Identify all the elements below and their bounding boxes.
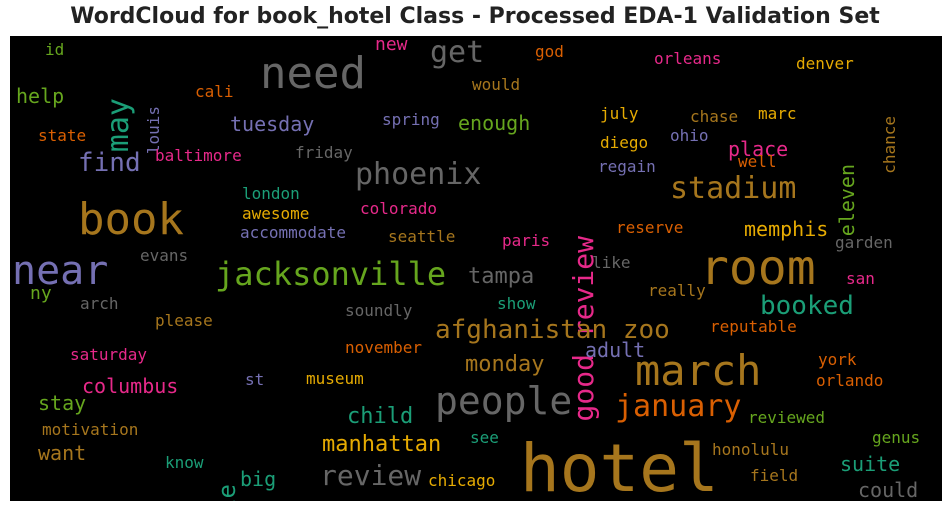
word-suite: suite [840, 452, 901, 476]
word-friday: friday [295, 143, 353, 162]
word-hotel: hotel [520, 430, 719, 502]
word-state: state [38, 126, 87, 145]
word-want: want [38, 441, 87, 465]
word-booked: booked [760, 291, 854, 321]
word-london: london [242, 184, 300, 203]
word-cali: cali [195, 82, 234, 101]
word-phoenix: phoenix [355, 157, 482, 192]
word-paris: paris [502, 231, 551, 250]
figure-title: WordCloud for book_hotel Class - Process… [70, 4, 880, 29]
word-ny: ny [30, 283, 52, 304]
word-arch: arch [80, 294, 119, 313]
word-show: show [497, 294, 536, 313]
word-field: field [750, 466, 799, 485]
word-san: san [846, 269, 875, 288]
word-evans: evans [140, 246, 189, 265]
word-awesome: awesome [242, 204, 310, 223]
word-child: child [347, 404, 414, 429]
word-adult: adult [585, 338, 646, 362]
word-reserve: reserve [616, 218, 684, 237]
word-book: book [78, 194, 184, 245]
word-july: july [600, 104, 639, 123]
word-well: well [738, 152, 777, 171]
word-really: really [648, 281, 706, 300]
word-people: people [435, 379, 573, 423]
word-near: near [12, 248, 109, 294]
word-may: may [101, 98, 136, 153]
word-tuesday: tuesday [230, 112, 315, 136]
word-reviewed: reviewed [748, 408, 826, 427]
word-orleans: orleans [654, 49, 722, 68]
word-see: see [470, 428, 499, 447]
word-reputable: reputable [710, 317, 797, 336]
word-regain: regain [598, 157, 656, 176]
word-memphis: memphis [744, 217, 829, 241]
word-cloud: hotel room need book near march people jacksonv… [10, 36, 942, 501]
word-march: march [635, 346, 762, 395]
word-new: new [375, 36, 408, 55]
word-manhattan: manhattan [322, 432, 442, 457]
word-garden: garden [835, 233, 893, 252]
word-id: id [45, 40, 65, 59]
word-seattle: seattle [388, 227, 456, 246]
word-museum: museum [306, 369, 364, 388]
word-could: could [858, 478, 919, 501]
word-accommodate: accommodate [240, 223, 346, 242]
word-st: st [245, 370, 265, 389]
word-genus: genus [872, 428, 921, 447]
word-november: november [345, 338, 423, 357]
word-need: need [260, 48, 366, 99]
word-like: like [592, 253, 631, 272]
word-ohio: ohio [670, 126, 709, 145]
word-chase: chase [690, 107, 739, 126]
word-chicago: chicago [428, 471, 496, 490]
word-soundly: soundly [345, 301, 413, 320]
word-colorado: colorado [360, 199, 438, 218]
word-motivation: motivation [42, 420, 139, 439]
word-big: big [240, 467, 277, 491]
word-january: january [615, 389, 742, 424]
word-room: room [700, 240, 816, 296]
word-afghanistan-zoo: afghanistan zoo [435, 315, 670, 345]
word-saturday: saturday [70, 345, 148, 364]
word-find: find [78, 148, 141, 178]
word-god: god [535, 42, 564, 61]
word-jacksonville: jacksonville [215, 255, 447, 293]
word-eleven: eleven [835, 164, 859, 237]
word-tampa: tampa [468, 264, 535, 289]
word-know: know [165, 453, 204, 472]
word-chance: chance [880, 116, 899, 174]
word-diego: diego [600, 133, 649, 152]
word-spring: spring [382, 110, 440, 129]
word-monday: monday [465, 352, 545, 377]
word-stadium: stadium [670, 171, 797, 206]
word-marc: marc [758, 104, 797, 123]
word-stay: stay [38, 391, 87, 415]
word-place: place [728, 137, 789, 161]
word-honolulu: honolulu [712, 440, 790, 459]
word-review: review [320, 459, 422, 492]
word-york: york [818, 350, 857, 369]
word-get: get [430, 36, 485, 70]
word-help: help [16, 84, 65, 108]
word-would: would [472, 75, 521, 94]
word-denver: denver [796, 54, 854, 73]
word-baltimore: baltimore [155, 146, 242, 165]
word-enough: enough [458, 111, 531, 135]
word-please: please [155, 311, 213, 330]
word-orlando: orlando [816, 371, 884, 390]
word-columbus: columbus [82, 374, 179, 398]
word-possible: possible [213, 484, 241, 501]
